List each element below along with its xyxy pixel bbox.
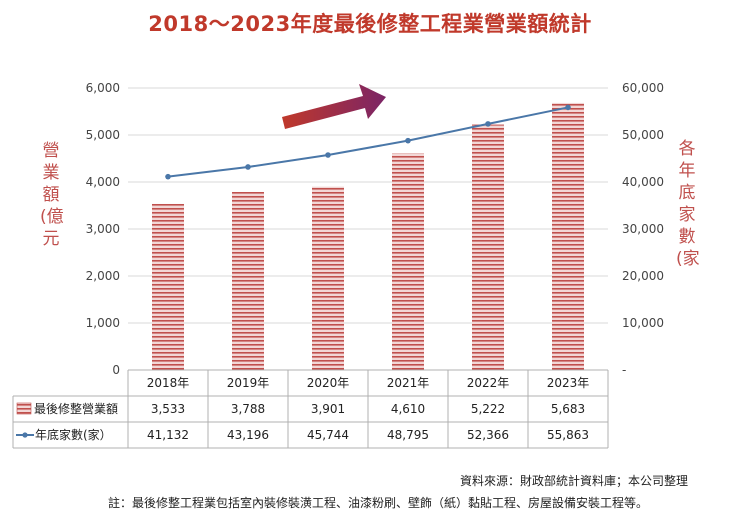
x-tick-label: 2023年 bbox=[547, 376, 590, 390]
x-tick-label: 2018年 bbox=[147, 376, 190, 390]
y-tick-right: 30,000 bbox=[622, 222, 664, 236]
footnote: 註：最後修整工程業包括室內裝修裝潢工程、油漆粉刷、壁飾（紙）黏貼工程、房屋設備安… bbox=[108, 496, 649, 510]
x-tick-label: 2019年 bbox=[227, 376, 270, 390]
source-note: 資料來源：財政部統計資料庫；本公司整理 bbox=[459, 474, 688, 488]
trend-arrow bbox=[282, 84, 386, 129]
bar-value-cell: 3,533 bbox=[151, 402, 185, 416]
y-tick-right: 10,000 bbox=[622, 316, 664, 330]
y-tick-right: 20,000 bbox=[622, 269, 664, 283]
bars-group bbox=[152, 102, 584, 371]
x-tick-label: 2022年 bbox=[467, 376, 510, 390]
y-tick-left: 5,000 bbox=[86, 128, 120, 142]
legend-line-label: 年底家數(家） bbox=[35, 427, 112, 442]
line-value-cell: 45,744 bbox=[307, 428, 349, 442]
bar bbox=[152, 203, 184, 370]
series-line bbox=[167, 106, 569, 178]
line-value-cell: 48,795 bbox=[387, 428, 429, 442]
bar-value-cell: 5,683 bbox=[551, 402, 585, 416]
bar-value-cell: 5,222 bbox=[471, 402, 505, 416]
bar bbox=[312, 186, 344, 370]
bar-value-cell: 3,788 bbox=[231, 402, 265, 416]
line-point bbox=[165, 173, 171, 180]
grid-lines bbox=[128, 87, 608, 324]
data-table: 2018年 2019年 2020年 2021年 2022年 2023年最後修整營業額年底家… bbox=[12, 369, 609, 449]
legend-line-key-marker bbox=[22, 432, 28, 438]
y-axis-left-label: 營業額(億元 bbox=[40, 141, 64, 249]
y-tick-left: 3,000 bbox=[86, 222, 120, 236]
line-point bbox=[565, 104, 571, 111]
y-tick-right: 50,000 bbox=[622, 128, 664, 142]
y-tick-right: 60,000 bbox=[622, 81, 664, 95]
bar bbox=[232, 191, 264, 370]
y-tick-right: 40,000 bbox=[622, 175, 664, 189]
line-point bbox=[245, 164, 251, 170]
line-point bbox=[325, 152, 331, 158]
trend-arrow-shape bbox=[282, 84, 386, 129]
y-tick-left: 4,000 bbox=[86, 175, 120, 189]
bar-value-cell: 3,901 bbox=[311, 402, 345, 416]
y-tick-left: 1,000 bbox=[86, 316, 120, 330]
bar-value-cell: 4,610 bbox=[391, 402, 425, 416]
chart-title: 2018～2023年度最後修整工程業營業額統計 bbox=[148, 12, 592, 36]
x-tick-label: 2021年 bbox=[387, 376, 430, 390]
y-axis-right-label: 各年底家數(家 bbox=[676, 139, 700, 269]
y-tick-right: - bbox=[622, 363, 626, 377]
x-tick-label: 2020年 bbox=[307, 376, 350, 390]
line-value-cell: 52,366 bbox=[467, 428, 509, 442]
bar bbox=[472, 124, 504, 370]
bar bbox=[392, 153, 424, 370]
legend-bar-key bbox=[16, 402, 32, 415]
y-tick-left: 0 bbox=[112, 363, 120, 377]
line-point bbox=[405, 137, 411, 144]
y-tick-left: 2,000 bbox=[86, 269, 120, 283]
line-point bbox=[485, 121, 491, 127]
line-value-cell: 43,196 bbox=[227, 428, 269, 442]
line-value-cell: 55,863 bbox=[547, 428, 589, 442]
y-tick-left: 6,000 bbox=[86, 81, 120, 95]
bar bbox=[552, 102, 584, 371]
line-series-group bbox=[165, 104, 571, 180]
line-value-cell: 41,132 bbox=[147, 428, 189, 442]
legend-bar-label: 最後修整營業額 bbox=[34, 401, 118, 416]
